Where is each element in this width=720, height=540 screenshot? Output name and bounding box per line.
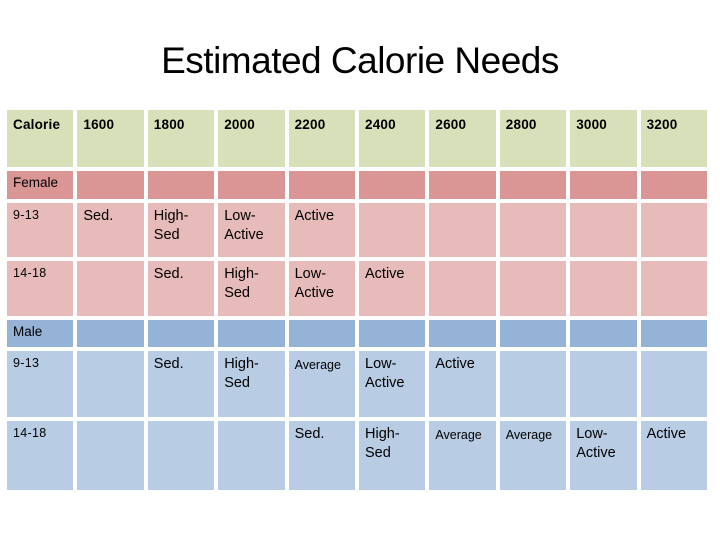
activity-cell [429, 203, 496, 257]
header-cell-level: 2600 [429, 110, 496, 167]
header-cell-level: 2000 [218, 110, 285, 167]
age-cell: 9-13 [7, 351, 74, 417]
section-filler-cell [499, 171, 567, 199]
header-cell-level: 1600 [77, 110, 144, 167]
section-filler-cell [77, 171, 144, 199]
activity-cell: High-Sed [218, 351, 285, 417]
section-filler-cell [570, 171, 637, 199]
section-label-cell: Female [7, 171, 74, 199]
section-filler-cell [218, 320, 285, 347]
activity-cell [77, 351, 144, 417]
section-filler-cell [359, 320, 426, 347]
page-title: Estimated Calorie Needs [161, 40, 559, 81]
header-cell-level: 3000 [570, 110, 637, 167]
header-cell-level: 3200 [640, 110, 707, 167]
calorie-needs-table: Calorie 1600 1800 2000 2200 2400 2600 2800 3000 3… [7, 110, 707, 490]
header-cell-level: 2800 [499, 110, 567, 167]
section-filler-cell [570, 320, 637, 347]
header-cell-level: 2400 [359, 110, 426, 167]
activity-cell: Low-Active [218, 203, 285, 257]
activity-cell: Active [288, 203, 355, 257]
section-filler-cell [429, 320, 496, 347]
activity-cell: High-Sed [359, 421, 426, 490]
activity-cell: Sed. [77, 203, 144, 257]
activity-cell: Average [499, 421, 567, 490]
header-cell-level: 2200 [288, 110, 355, 167]
activity-cell [640, 351, 707, 417]
activity-cell [147, 421, 215, 490]
section-label-cell: Male [7, 320, 74, 347]
section-filler-cell [288, 171, 355, 199]
activity-cell [429, 261, 496, 316]
activity-cell: High-Sed [218, 261, 285, 316]
activity-cell: Active [429, 351, 496, 417]
section-filler-cell [147, 171, 215, 199]
activity-cell [499, 203, 567, 257]
activity-cell [77, 261, 144, 316]
age-cell: 9-13 [7, 203, 74, 257]
activity-cell: Active [359, 261, 426, 316]
activity-cell: Active [640, 421, 707, 490]
activity-cell [640, 261, 707, 316]
activity-cell: Average [429, 421, 496, 490]
activity-cell: High-Sed [147, 203, 215, 257]
section-filler-cell [218, 171, 285, 199]
activity-cell: Sed. [147, 261, 215, 316]
header-cell-level: 1800 [147, 110, 215, 167]
activity-cell [218, 421, 285, 490]
activity-cell [499, 261, 567, 316]
activity-cell [359, 203, 426, 257]
activity-cell: Sed. [147, 351, 215, 417]
activity-cell [570, 203, 637, 257]
activity-cell [499, 351, 567, 417]
activity-cell: Low-Active [288, 261, 355, 316]
activity-cell [77, 421, 144, 490]
section-filler-cell [288, 320, 355, 347]
activity-cell: Low-Active [359, 351, 426, 417]
age-cell: 14-18 [7, 421, 74, 490]
section-filler-cell [359, 171, 426, 199]
age-cell: 14-18 [7, 261, 74, 316]
activity-cell: Low-Active [570, 421, 637, 490]
activity-cell: Sed. [288, 421, 355, 490]
section-filler-cell [77, 320, 144, 347]
section-filler-cell [640, 171, 707, 199]
section-filler-cell [640, 320, 707, 347]
activity-cell [640, 203, 707, 257]
header-cell-calorie: Calorie [7, 110, 74, 167]
section-filler-cell [147, 320, 215, 347]
section-filler-cell [499, 320, 567, 347]
activity-cell [570, 261, 637, 316]
activity-cell: Average [288, 351, 355, 417]
section-filler-cell [429, 171, 496, 199]
activity-cell [570, 351, 637, 417]
